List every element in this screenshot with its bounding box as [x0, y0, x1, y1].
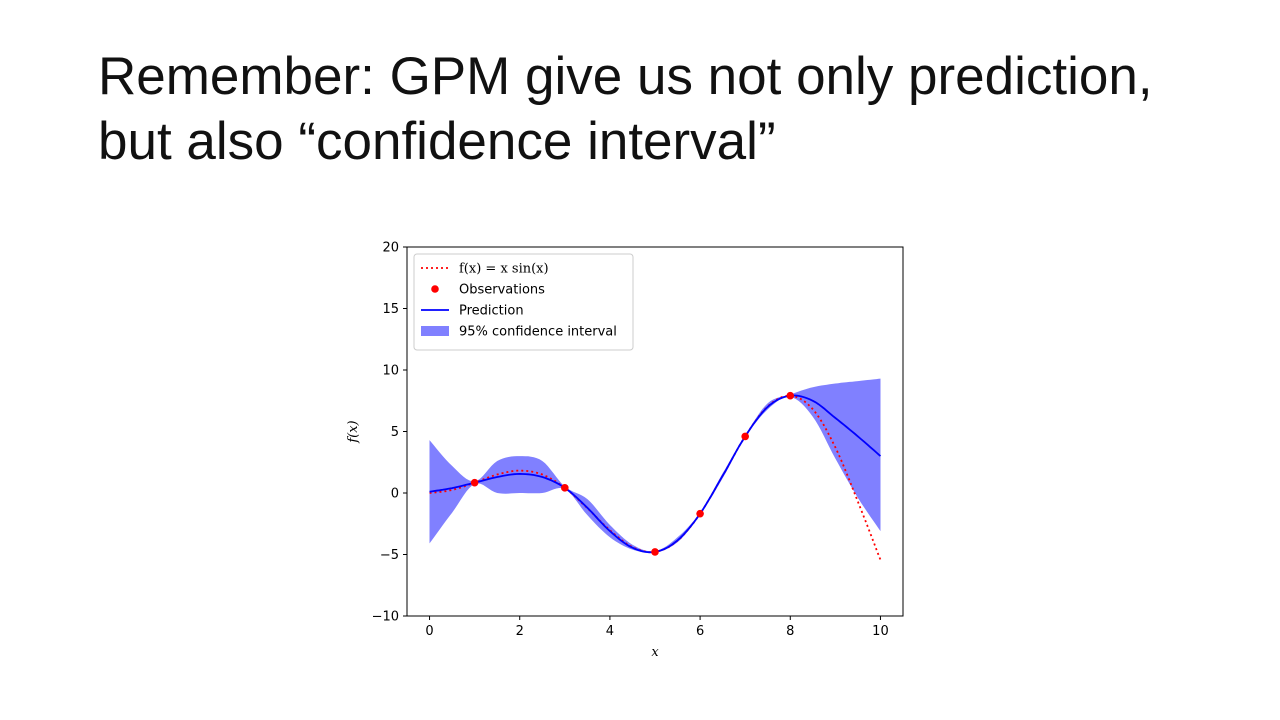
slide-title-line-2: but also “confidence interval” — [98, 112, 776, 171]
legend-swatch-observations — [431, 285, 439, 293]
x-tick-label: 10 — [872, 624, 889, 639]
observation-point — [741, 432, 749, 441]
legend-swatch-confidence-interval — [421, 326, 449, 336]
x-tick-label: 2 — [516, 624, 524, 639]
y-tick-label: 10 — [382, 364, 399, 379]
y-tick-label: 0 — [391, 487, 399, 502]
axis-tick-layer: 0 2 4 6 8 10 −10 −5 0 5 10 15 20 — [372, 241, 889, 640]
slide-title-line-1: Remember: GPM give us not only predictio… — [98, 47, 1153, 106]
y-tick-label: 20 — [382, 241, 399, 256]
confidence-band-layer — [429, 378, 881, 554]
slide-title: Remember: GPM give us not only predictio… — [98, 44, 1218, 174]
legend-label: Observations — [459, 283, 545, 298]
observation-marker-layer — [470, 391, 795, 556]
observation-point — [470, 478, 479, 487]
legend: f(x) = x sin(x) Observations Prediction 95%… — [413, 253, 634, 351]
legend-label: f(x) = x sin(x) — [459, 262, 549, 277]
observation-point — [651, 548, 659, 556]
x-tick-label: 0 — [425, 624, 433, 639]
y-axis-label: f(x) — [346, 420, 361, 443]
confidence-interval-band — [429, 378, 881, 554]
observation-point — [696, 509, 704, 518]
x-tick-label: 4 — [606, 624, 614, 639]
y-tick-label: 5 — [391, 425, 399, 440]
legend-box — [413, 253, 634, 351]
x-tick-label: 8 — [786, 624, 794, 639]
y-tick-label: 15 — [382, 302, 399, 317]
observation-point — [561, 484, 569, 492]
observation-point — [786, 391, 795, 400]
legend-label: 95% confidence interval — [459, 325, 617, 340]
x-axis-label: x — [651, 645, 659, 660]
legend-label: Prediction — [459, 304, 524, 319]
series-line-layer — [429, 394, 882, 561]
y-tick-label: −10 — [372, 610, 399, 625]
y-tick-label: −5 — [380, 548, 399, 563]
x-tick-label: 6 — [696, 624, 704, 639]
